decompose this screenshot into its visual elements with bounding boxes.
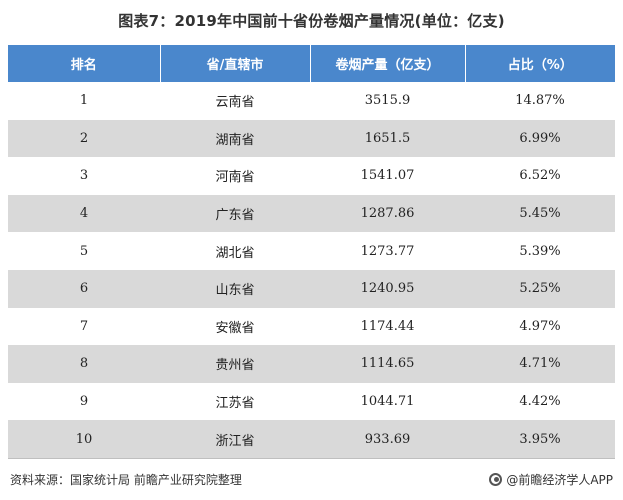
table-row: 5 湖北省 1273.77 5.39% [8, 232, 615, 270]
source-note: 资料来源：国家统计局 前瞻产业研究院整理 [10, 473, 242, 487]
cell-output: 933.69 [310, 420, 465, 459]
table-row: 4 广东省 1287.86 5.45% [8, 194, 615, 233]
table-row: 10 浙江省 933.69 3.95% [8, 420, 615, 459]
cell-output: 1273.77 [310, 232, 465, 270]
cell-rank: 9 [8, 382, 160, 421]
cell-share: 6.52% [465, 157, 615, 195]
table-row: 8 贵州省 1114.65 4.71% [8, 345, 615, 383]
header-output: 卷烟产量（亿支） [310, 45, 466, 82]
cell-rank: 8 [8, 345, 160, 383]
table-row: 7 安徽省 1174.44 4.97% [8, 307, 615, 346]
cell-share: 4.71% [465, 345, 615, 383]
cell-share: 5.45% [465, 194, 615, 233]
cell-output: 1174.44 [310, 307, 465, 346]
cell-output: 1541.07 [310, 157, 465, 195]
cell-share: 14.87% [465, 82, 615, 120]
table-row: 2 湖南省 1651.5 6.99% [8, 119, 615, 158]
brand-credit: @前瞻经济学人APP [489, 471, 613, 488]
cell-share: 3.95% [465, 420, 615, 459]
cell-share: 5.25% [465, 269, 615, 308]
cell-province: 云南省 [160, 82, 310, 120]
header-rank: 排名 [8, 45, 161, 82]
table-row: 9 江苏省 1044.71 4.42% [8, 382, 615, 421]
cell-province: 河南省 [160, 157, 310, 195]
brand-label: @前瞻经济学人APP [506, 473, 613, 487]
cell-output: 1240.95 [310, 269, 465, 308]
cell-province: 浙江省 [160, 420, 310, 459]
figure-title: 图表7：2019年中国前十省份卷烟产量情况(单位：亿支) [118, 12, 505, 30]
table-row: 6 山东省 1240.95 5.25% [8, 269, 615, 308]
cell-rank: 5 [8, 232, 160, 270]
data-table: 排名 省/直辖市 卷烟产量（亿支） 占比（%） 1 云南省 3515.9 14.87%… [8, 45, 615, 459]
qianzhan-logo-icon [489, 473, 503, 486]
cell-output: 1287.86 [310, 194, 465, 233]
cell-share: 4.97% [465, 307, 615, 346]
cell-share: 6.99% [465, 119, 615, 158]
cell-province: 贵州省 [160, 345, 310, 383]
cell-province: 安徽省 [160, 307, 310, 346]
cell-rank: 7 [8, 307, 160, 346]
cell-rank: 2 [8, 119, 160, 158]
table-row: 1 云南省 3515.9 14.87% [8, 82, 615, 120]
cell-province: 湖北省 [160, 232, 310, 270]
cell-output: 1651.5 [310, 119, 465, 158]
table-header-row: 排名 省/直辖市 卷烟产量（亿支） 占比（%） [8, 45, 615, 82]
cell-province: 湖南省 [160, 119, 310, 158]
cell-province: 山东省 [160, 269, 310, 308]
cell-output: 1044.71 [310, 382, 465, 421]
cell-share: 4.42% [465, 382, 615, 421]
cell-share: 5.39% [465, 232, 615, 270]
header-province: 省/直辖市 [160, 45, 311, 82]
cell-rank: 10 [8, 420, 160, 459]
production-table: 排名 省/直辖市 卷烟产量（亿支） 占比（%） 1 云南省 3515.9 14.87%… [8, 45, 615, 459]
cell-rank: 1 [8, 82, 160, 120]
cell-output: 1114.65 [310, 345, 465, 383]
cell-output: 3515.9 [310, 82, 465, 120]
cell-province: 广东省 [160, 194, 310, 233]
table-row: 3 河南省 1541.07 6.52% [8, 157, 615, 195]
cell-province: 江苏省 [160, 382, 310, 421]
cell-rank: 3 [8, 157, 160, 195]
header-share: 占比（%） [465, 45, 615, 82]
cell-rank: 4 [8, 194, 160, 233]
cell-rank: 6 [8, 269, 160, 308]
